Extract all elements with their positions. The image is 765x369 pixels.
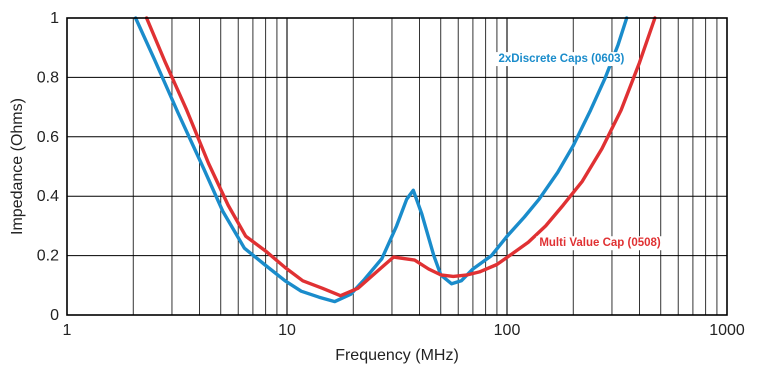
series-label-0: 2xDiscrete Caps (0603) xyxy=(498,53,624,65)
series-line-1 xyxy=(144,16,657,298)
y-tick-label: 0.8 xyxy=(37,69,59,86)
series-label-bg xyxy=(536,236,664,251)
x-tick-label: 10 xyxy=(278,322,296,339)
series-label-1: Multi Value Cap (0508) xyxy=(539,237,661,249)
y-tick-label: 0 xyxy=(50,307,59,324)
x-tick-label: 100 xyxy=(494,322,521,339)
x-tick-label: 1 xyxy=(63,322,72,339)
series-line-0 xyxy=(133,16,629,304)
y-tick-label: 0.2 xyxy=(37,248,59,265)
y-tick-label: 1 xyxy=(50,10,59,27)
plot-frame xyxy=(66,17,728,316)
y-tick-label: 0.6 xyxy=(37,129,59,146)
series-label-bg xyxy=(495,52,628,67)
y-axis-title: Impedance (Ohms) xyxy=(9,98,26,235)
x-tick-label: 1000 xyxy=(709,322,745,339)
series-lines xyxy=(133,16,657,304)
tick-labels: 1 10 100 1000 0 0.2 0.4 0.6 0.8 1 xyxy=(37,10,745,339)
x-axis-title: Frequency (MHz) xyxy=(335,347,459,364)
gridlines xyxy=(67,18,727,315)
y-tick-label: 0.4 xyxy=(37,188,59,205)
series-labels: 2xDiscrete Caps (0603) Multi Value Cap (0… xyxy=(495,52,664,251)
